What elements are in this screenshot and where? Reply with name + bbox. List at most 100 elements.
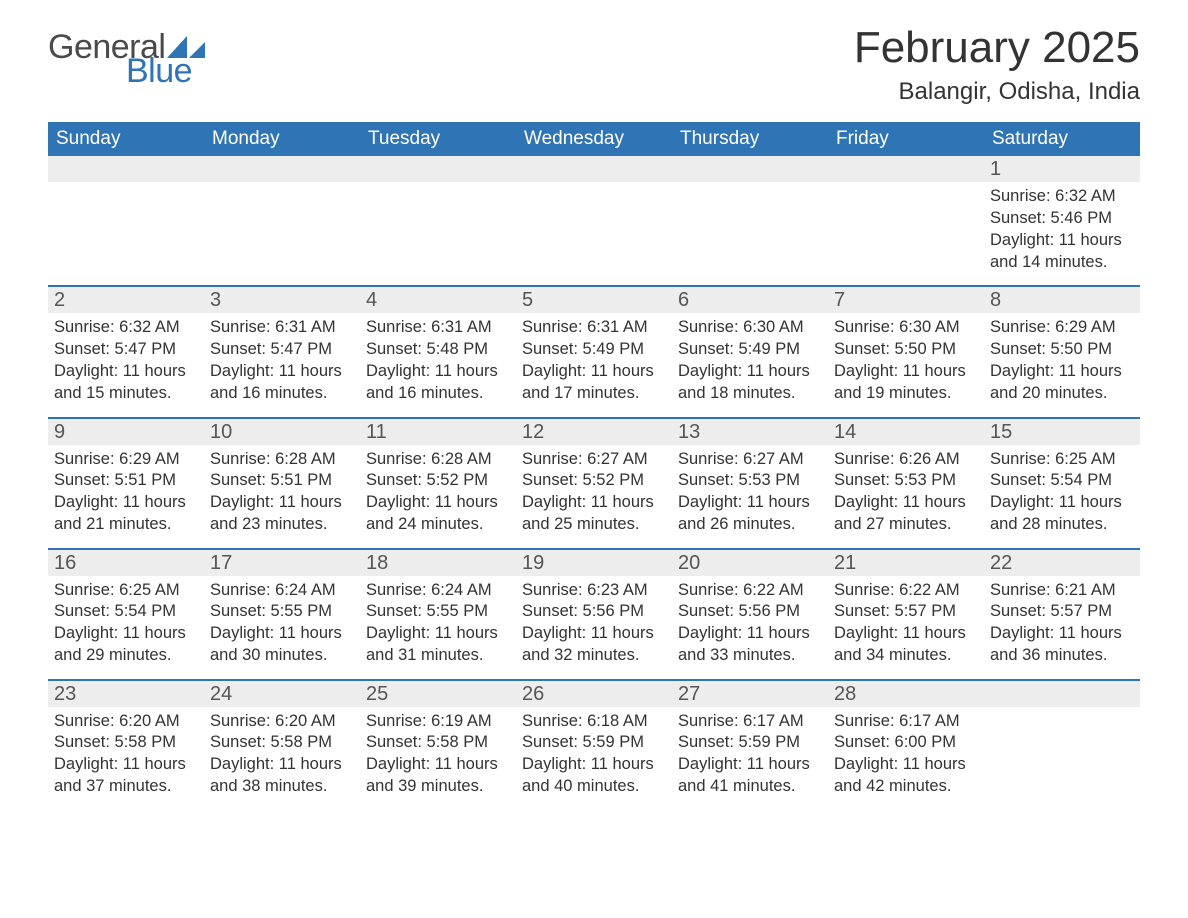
calendar-cell: 3Sunrise: 6:31 AMSunset: 5:47 PMDaylight… [204, 286, 360, 417]
sunset-text: Sunset: 5:50 PM [990, 339, 1134, 361]
weekday-header: Monday [204, 122, 360, 156]
weekday-header: Saturday [984, 122, 1140, 156]
day-data: Sunrise: 6:27 AMSunset: 5:52 PMDaylight:… [516, 445, 672, 548]
day-number [828, 156, 984, 182]
daylight-text: Daylight: 11 hours and 42 minutes. [834, 754, 978, 798]
title-block: February 2025 Balangir, Odisha, India [854, 24, 1140, 116]
day-data: Sunrise: 6:30 AMSunset: 5:50 PMDaylight:… [828, 313, 984, 416]
sunrise-text: Sunrise: 6:29 AM [990, 317, 1134, 339]
sunrise-text: Sunrise: 6:31 AM [522, 317, 666, 339]
daylight-text: Daylight: 11 hours and 31 minutes. [366, 623, 510, 667]
day-data: Sunrise: 6:32 AMSunset: 5:47 PMDaylight:… [48, 313, 204, 416]
day-number: 18 [360, 550, 516, 576]
sunset-text: Sunset: 5:49 PM [522, 339, 666, 361]
calendar-head: Sunday Monday Tuesday Wednesday Thursday… [48, 122, 1140, 156]
sunset-text: Sunset: 5:48 PM [366, 339, 510, 361]
day-data [672, 182, 828, 198]
calendar-cell: 27Sunrise: 6:17 AMSunset: 5:59 PMDayligh… [672, 680, 828, 810]
sunset-text: Sunset: 5:47 PM [210, 339, 354, 361]
sunset-text: Sunset: 5:46 PM [990, 208, 1134, 230]
day-data: Sunrise: 6:20 AMSunset: 5:58 PMDaylight:… [48, 707, 204, 810]
daylight-text: Daylight: 11 hours and 14 minutes. [990, 230, 1134, 274]
sunset-text: Sunset: 5:51 PM [54, 470, 198, 492]
day-data: Sunrise: 6:17 AMSunset: 6:00 PMDaylight:… [828, 707, 984, 810]
day-data: Sunrise: 6:24 AMSunset: 5:55 PMDaylight:… [360, 576, 516, 679]
calendar-cell: 18Sunrise: 6:24 AMSunset: 5:55 PMDayligh… [360, 549, 516, 680]
day-number [672, 156, 828, 182]
sunrise-text: Sunrise: 6:31 AM [210, 317, 354, 339]
sunset-text: Sunset: 5:57 PM [990, 601, 1134, 623]
day-data: Sunrise: 6:27 AMSunset: 5:53 PMDaylight:… [672, 445, 828, 548]
day-number: 10 [204, 419, 360, 445]
day-data [984, 707, 1140, 723]
day-data: Sunrise: 6:28 AMSunset: 5:52 PMDaylight:… [360, 445, 516, 548]
sunset-text: Sunset: 5:54 PM [54, 601, 198, 623]
daylight-text: Daylight: 11 hours and 40 minutes. [522, 754, 666, 798]
day-data: Sunrise: 6:25 AMSunset: 5:54 PMDaylight:… [984, 445, 1140, 548]
day-data [516, 182, 672, 198]
weekday-header: Wednesday [516, 122, 672, 156]
calendar-cell: 26Sunrise: 6:18 AMSunset: 5:59 PMDayligh… [516, 680, 672, 810]
sunset-text: Sunset: 5:53 PM [678, 470, 822, 492]
sunrise-text: Sunrise: 6:29 AM [54, 449, 198, 471]
calendar-week-row: 23Sunrise: 6:20 AMSunset: 5:58 PMDayligh… [48, 680, 1140, 810]
day-number: 28 [828, 681, 984, 707]
daylight-text: Daylight: 11 hours and 16 minutes. [366, 361, 510, 405]
daylight-text: Daylight: 11 hours and 37 minutes. [54, 754, 198, 798]
day-data: Sunrise: 6:31 AMSunset: 5:47 PMDaylight:… [204, 313, 360, 416]
sunrise-text: Sunrise: 6:28 AM [210, 449, 354, 471]
sunrise-text: Sunrise: 6:28 AM [366, 449, 510, 471]
day-number: 25 [360, 681, 516, 707]
calendar-cell: 7Sunrise: 6:30 AMSunset: 5:50 PMDaylight… [828, 286, 984, 417]
sunrise-text: Sunrise: 6:25 AM [54, 580, 198, 602]
day-number: 23 [48, 681, 204, 707]
sunrise-text: Sunrise: 6:26 AM [834, 449, 978, 471]
day-data: Sunrise: 6:24 AMSunset: 5:55 PMDaylight:… [204, 576, 360, 679]
calendar-cell [204, 156, 360, 286]
day-data: Sunrise: 6:31 AMSunset: 5:48 PMDaylight:… [360, 313, 516, 416]
calendar-cell: 6Sunrise: 6:30 AMSunset: 5:49 PMDaylight… [672, 286, 828, 417]
day-number: 6 [672, 287, 828, 313]
calendar-cell: 19Sunrise: 6:23 AMSunset: 5:56 PMDayligh… [516, 549, 672, 680]
day-data: Sunrise: 6:30 AMSunset: 5:49 PMDaylight:… [672, 313, 828, 416]
sunset-text: Sunset: 5:56 PM [522, 601, 666, 623]
day-data: Sunrise: 6:32 AMSunset: 5:46 PMDaylight:… [984, 182, 1140, 285]
day-data [360, 182, 516, 198]
calendar-cell: 8Sunrise: 6:29 AMSunset: 5:50 PMDaylight… [984, 286, 1140, 417]
day-number [204, 156, 360, 182]
sunrise-text: Sunrise: 6:17 AM [678, 711, 822, 733]
sunset-text: Sunset: 5:57 PM [834, 601, 978, 623]
calendar-cell: 9Sunrise: 6:29 AMSunset: 5:51 PMDaylight… [48, 418, 204, 549]
sunset-text: Sunset: 5:50 PM [834, 339, 978, 361]
sunrise-text: Sunrise: 6:30 AM [678, 317, 822, 339]
calendar-cell: 25Sunrise: 6:19 AMSunset: 5:58 PMDayligh… [360, 680, 516, 810]
sunrise-text: Sunrise: 6:20 AM [54, 711, 198, 733]
day-data [48, 182, 204, 198]
calendar-cell: 4Sunrise: 6:31 AMSunset: 5:48 PMDaylight… [360, 286, 516, 417]
sunset-text: Sunset: 5:55 PM [366, 601, 510, 623]
day-number: 1 [984, 156, 1140, 182]
calendar-cell: 12Sunrise: 6:27 AMSunset: 5:52 PMDayligh… [516, 418, 672, 549]
weekday-header: Thursday [672, 122, 828, 156]
calendar-cell: 10Sunrise: 6:28 AMSunset: 5:51 PMDayligh… [204, 418, 360, 549]
calendar-cell: 17Sunrise: 6:24 AMSunset: 5:55 PMDayligh… [204, 549, 360, 680]
sunset-text: Sunset: 5:58 PM [210, 732, 354, 754]
calendar-cell: 14Sunrise: 6:26 AMSunset: 5:53 PMDayligh… [828, 418, 984, 549]
sunrise-text: Sunrise: 6:25 AM [990, 449, 1134, 471]
sunrise-text: Sunrise: 6:27 AM [678, 449, 822, 471]
sunset-text: Sunset: 6:00 PM [834, 732, 978, 754]
sunrise-text: Sunrise: 6:24 AM [366, 580, 510, 602]
sunset-text: Sunset: 5:54 PM [990, 470, 1134, 492]
daylight-text: Daylight: 11 hours and 28 minutes. [990, 492, 1134, 536]
logo-text-blue: Blue [126, 54, 192, 88]
calendar-week-row: 9 Sunrise: 6:29 AMSunset: 5:51 PM Daylight… [48, 418, 1140, 549]
calendar-cell: 20Sunrise: 6:22 AMSunset: 5:56 PMDayligh… [672, 549, 828, 680]
calendar-cell: 15Sunrise: 6:25 AMSunset: 5:54 PMDayligh… [984, 418, 1140, 549]
day-number: 14 [828, 419, 984, 445]
day-number: 21 [828, 550, 984, 576]
weekday-header: Tuesday [360, 122, 516, 156]
calendar-week-row: 2Sunrise: 6:32 AMSunset: 5:47 PMDaylight… [48, 286, 1140, 417]
sunset-text: Sunset: 5:56 PM [678, 601, 822, 623]
daylight-text: Daylight: 11 hours and 41 minutes. [678, 754, 822, 798]
day-number: 9 [48, 419, 204, 445]
